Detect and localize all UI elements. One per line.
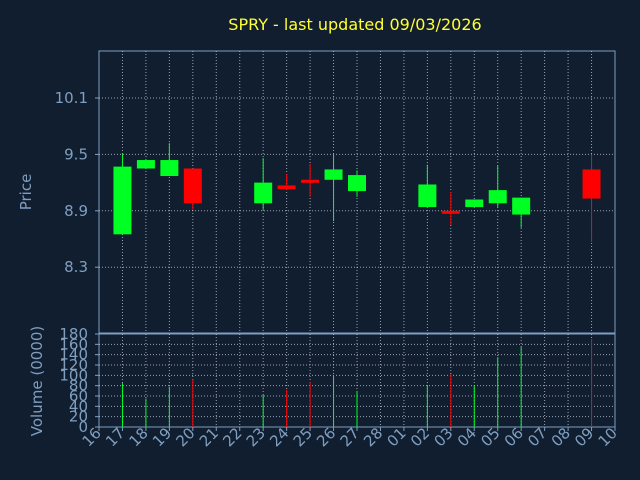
candle-body (183, 168, 202, 204)
candle-body (582, 169, 601, 199)
candle (301, 163, 320, 197)
price-axis-label: Price (17, 174, 35, 211)
price-tick-label: 8.9 (64, 202, 88, 220)
candles (113, 143, 601, 242)
candle-body (441, 210, 460, 214)
volume-tick-label: 60 (69, 387, 88, 405)
candle-body (488, 190, 507, 204)
candle (113, 153, 132, 235)
candle (348, 170, 366, 197)
price-tick-label: 8.3 (64, 258, 88, 276)
price-tick-labels: 10.1 9.5 8.9 8.3 (55, 89, 99, 276)
chart-title: SPRY - last updated 09/03/2026 (228, 15, 481, 34)
candle (582, 154, 601, 242)
candle-body (512, 197, 531, 215)
volume-axis-label: Volume (0000) (28, 326, 46, 436)
candle (512, 197, 531, 228)
volume-tick-label: 0 (78, 418, 88, 436)
candle (136, 160, 155, 169)
volume-tick-label: 160 (59, 335, 88, 353)
candle (488, 165, 507, 208)
volume-tick-label: 40 (69, 397, 88, 415)
x-tick-labels: 1617181920212223242526272801020304050607… (79, 424, 621, 450)
volume-tick-label: 20 (69, 408, 88, 426)
candle-body (465, 199, 484, 208)
volume-bars (121, 339, 593, 427)
price-tick-label: 9.5 (64, 145, 88, 163)
candle-body (277, 185, 296, 190)
candle-body (418, 184, 437, 208)
volume-tick-label: 120 (59, 356, 88, 374)
candle (441, 192, 460, 225)
candle-body (324, 169, 343, 180)
candle (160, 143, 179, 177)
candle-body (160, 160, 179, 177)
candle-body (136, 160, 155, 169)
volume-tick-label: 180 (59, 325, 88, 343)
candle (183, 168, 202, 210)
candle (254, 158, 273, 210)
candle-body (254, 182, 273, 204)
candle (465, 199, 484, 208)
volume-tick-label: 140 (59, 346, 88, 364)
volume-tick-label: 80 (69, 377, 88, 395)
candle-body (348, 175, 366, 192)
x-axis-label: Day (334, 459, 362, 475)
candle (418, 164, 437, 208)
candle (324, 154, 343, 222)
candle-body (113, 166, 132, 235)
price-tick-label: 10.1 (55, 89, 88, 107)
candle (277, 174, 296, 191)
volume-tick-label: 100 (59, 366, 88, 384)
candle-body (301, 179, 320, 183)
